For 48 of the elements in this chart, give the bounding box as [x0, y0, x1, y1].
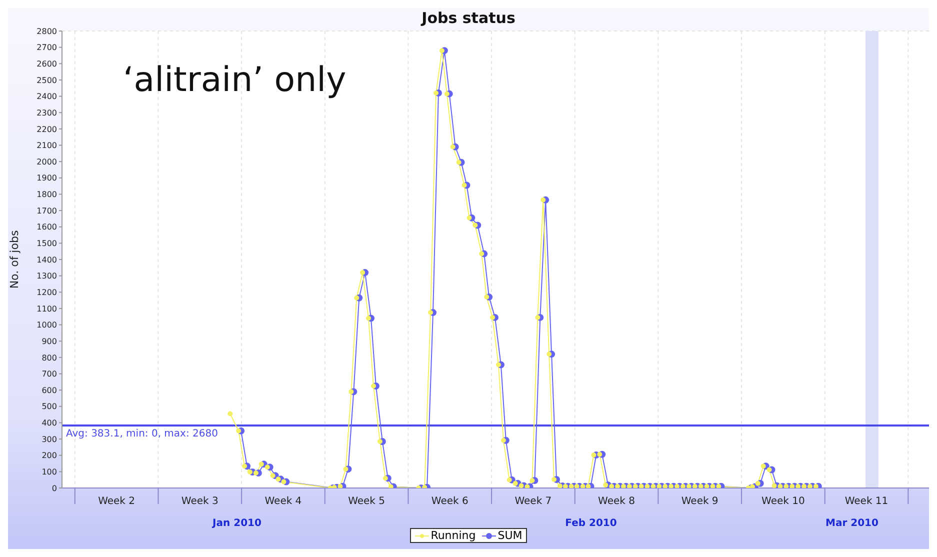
y-tick-label: 2600: [36, 59, 57, 68]
x-tick-label: Week 2: [98, 496, 136, 507]
y-tick-label: 1900: [36, 174, 57, 183]
ref-line-label: Avg: 383.1, min: 0, max: 2680: [66, 428, 218, 440]
y-tick-label: 2800: [36, 26, 57, 36]
x-tick-label: Week 4: [264, 496, 302, 507]
text: Mar 2010: [824, 518, 880, 529]
y-tick-label: 2400: [36, 92, 57, 102]
y-tick-label: 1200: [36, 288, 57, 297]
x-tick-label: Week 11: [844, 496, 888, 507]
y-tick-label: 2700: [36, 43, 57, 52]
y-tick-label: 1100: [36, 304, 57, 314]
y-tick-label: 1600: [36, 222, 57, 232]
legend-label: Running: [430, 529, 476, 542]
y-tick-label: 600: [42, 386, 57, 395]
y-tick-label: 1800: [36, 190, 57, 200]
y-tick-label: 800: [42, 353, 57, 362]
y-tick-label: 200: [42, 451, 57, 460]
legend-label: SUM: [496, 529, 522, 542]
y-tick-label: 500: [42, 402, 57, 412]
text: Feb 2010: [564, 518, 618, 529]
y-tick-label: 100: [42, 468, 57, 477]
annotation: ‘alitrain’ only: [123, 60, 346, 100]
y-tick-label: 2500: [36, 76, 57, 85]
y-tick-label: 1500: [36, 239, 57, 248]
x-tick-label: Week 5: [348, 496, 386, 507]
y-tick-label: 2300: [36, 108, 57, 118]
y-tick-label: 1300: [36, 272, 57, 281]
x-tick-label: Week 9: [681, 496, 718, 507]
y-tick-label: 1400: [36, 255, 57, 264]
y-tick-label: 1700: [36, 206, 57, 216]
y-tick-label: 2200: [36, 124, 57, 134]
x-tick-label: Week 10: [762, 496, 805, 507]
y-tick-label: 300: [42, 434, 57, 444]
x-tick-label: Week 8: [598, 496, 635, 507]
x-tick-label: Week 3: [181, 496, 218, 507]
y-tick-label: 400: [42, 418, 57, 428]
x-tick-label: Week 7: [514, 496, 552, 507]
y-tick-label: 700: [42, 370, 57, 379]
y-tick-label: 1000: [36, 320, 57, 330]
text: Jan 2010: [211, 518, 262, 529]
y-tick-label: 0: [52, 484, 57, 493]
y-tick-label: 2000: [36, 157, 57, 166]
y-tick-label: 900: [42, 336, 57, 346]
y-axis-title: No. of jobs: [8, 230, 21, 289]
y-tick-label: 2100: [36, 141, 57, 150]
chart-title: Jobs status: [420, 8, 516, 28]
x-tick-label: Week 6: [431, 496, 468, 507]
